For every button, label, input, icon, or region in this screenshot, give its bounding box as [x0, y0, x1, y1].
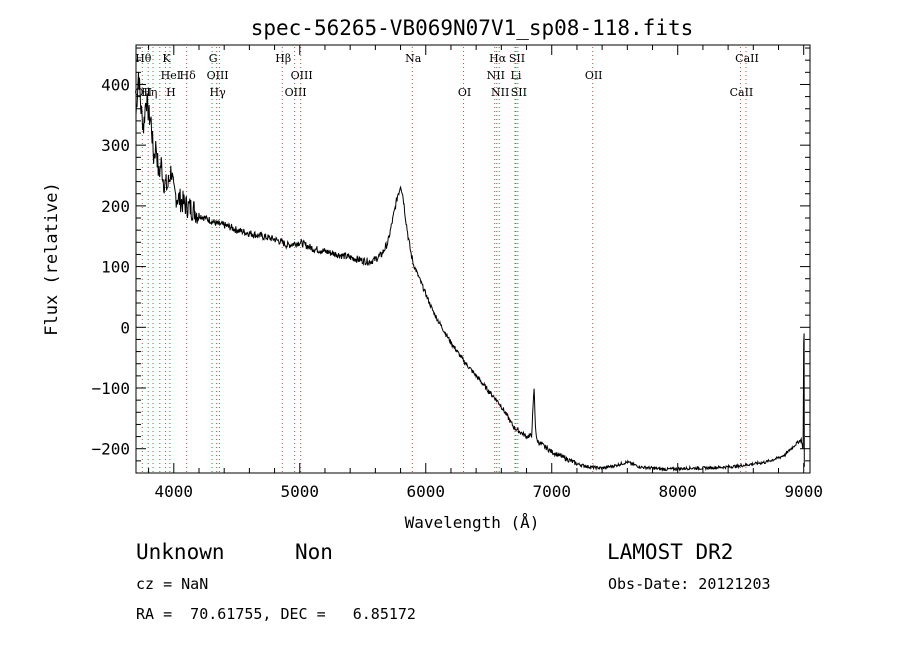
spectral-subclass: Non	[295, 540, 333, 564]
chart-title: spec-56265-VB069N07V1_sp08-118.fits	[251, 16, 694, 40]
y-tick-label: 300	[101, 136, 130, 155]
line-marker-label: NII	[491, 86, 509, 99]
line-marker-label: Hα	[489, 52, 507, 65]
line-marker-label: SII	[509, 52, 525, 65]
coordinates: RA = 70.61755, DEC = 6.85172	[136, 605, 416, 623]
line-marker-label: K	[162, 52, 171, 65]
x-axis-label: Wavelength (Å)	[405, 513, 540, 532]
x-tick-label: 6000	[406, 482, 445, 501]
y-tick-label: −100	[91, 379, 130, 398]
line-marker-label: CaII	[730, 86, 754, 99]
line-marker-label: Hβ	[275, 52, 291, 65]
line-marker-label: Hη	[141, 86, 157, 99]
line-marker-label: Hθ	[135, 52, 152, 65]
spectrum-line	[135, 72, 805, 472]
line-marker-label: HeI	[161, 69, 181, 82]
line-marker-label: CaII	[735, 52, 759, 65]
y-axis-ticks: −200 −100 0 100 200 300 400	[91, 47, 810, 462]
redshift-readout: cz = NaN	[136, 575, 209, 593]
line-marker-label: NII	[487, 69, 505, 82]
y-tick-label: −200	[91, 440, 130, 459]
y-tick-label: 100	[101, 258, 130, 277]
spectrum-series	[135, 72, 805, 472]
line-marker-label: Na	[405, 52, 422, 65]
x-tick-label: 8000	[658, 482, 697, 501]
spectral-line-markers: HθOIIHηKHeIHHδGOIIIHγHβOIIIOIIINaOINIIHα…	[134, 47, 759, 473]
line-marker-label: OIII	[207, 69, 229, 82]
line-marker-label: Hγ	[210, 86, 227, 99]
line-marker-label: G	[209, 52, 218, 65]
line-marker-label: Hδ	[180, 69, 197, 82]
x-tick-label: 5000	[281, 482, 320, 501]
y-tick-label: 0	[120, 318, 130, 337]
plot-frame	[135, 44, 811, 474]
survey-name: LAMOST DR2	[607, 540, 734, 564]
x-tick-label: 9000	[784, 482, 823, 501]
y-tick-label: 200	[101, 197, 130, 216]
y-axis-label: Flux (relative)	[42, 182, 62, 336]
x-axis-ticks: 4000 5000 6000 7000 8000 9000	[148, 45, 823, 501]
line-marker-label: SII	[511, 86, 527, 99]
y-tick-label: 400	[101, 75, 130, 94]
line-marker-label: H	[166, 86, 176, 99]
line-marker-label: OIII	[285, 86, 307, 99]
spectral-class: Unknown	[136, 540, 225, 564]
x-tick-label: 4000	[155, 482, 194, 501]
line-marker-label: OIII	[291, 69, 313, 82]
x-tick-label: 7000	[532, 482, 571, 501]
line-marker-label: OII	[585, 69, 603, 82]
obs-date: Obs-Date: 20121203	[608, 575, 771, 593]
line-marker-label: OI	[458, 86, 471, 99]
